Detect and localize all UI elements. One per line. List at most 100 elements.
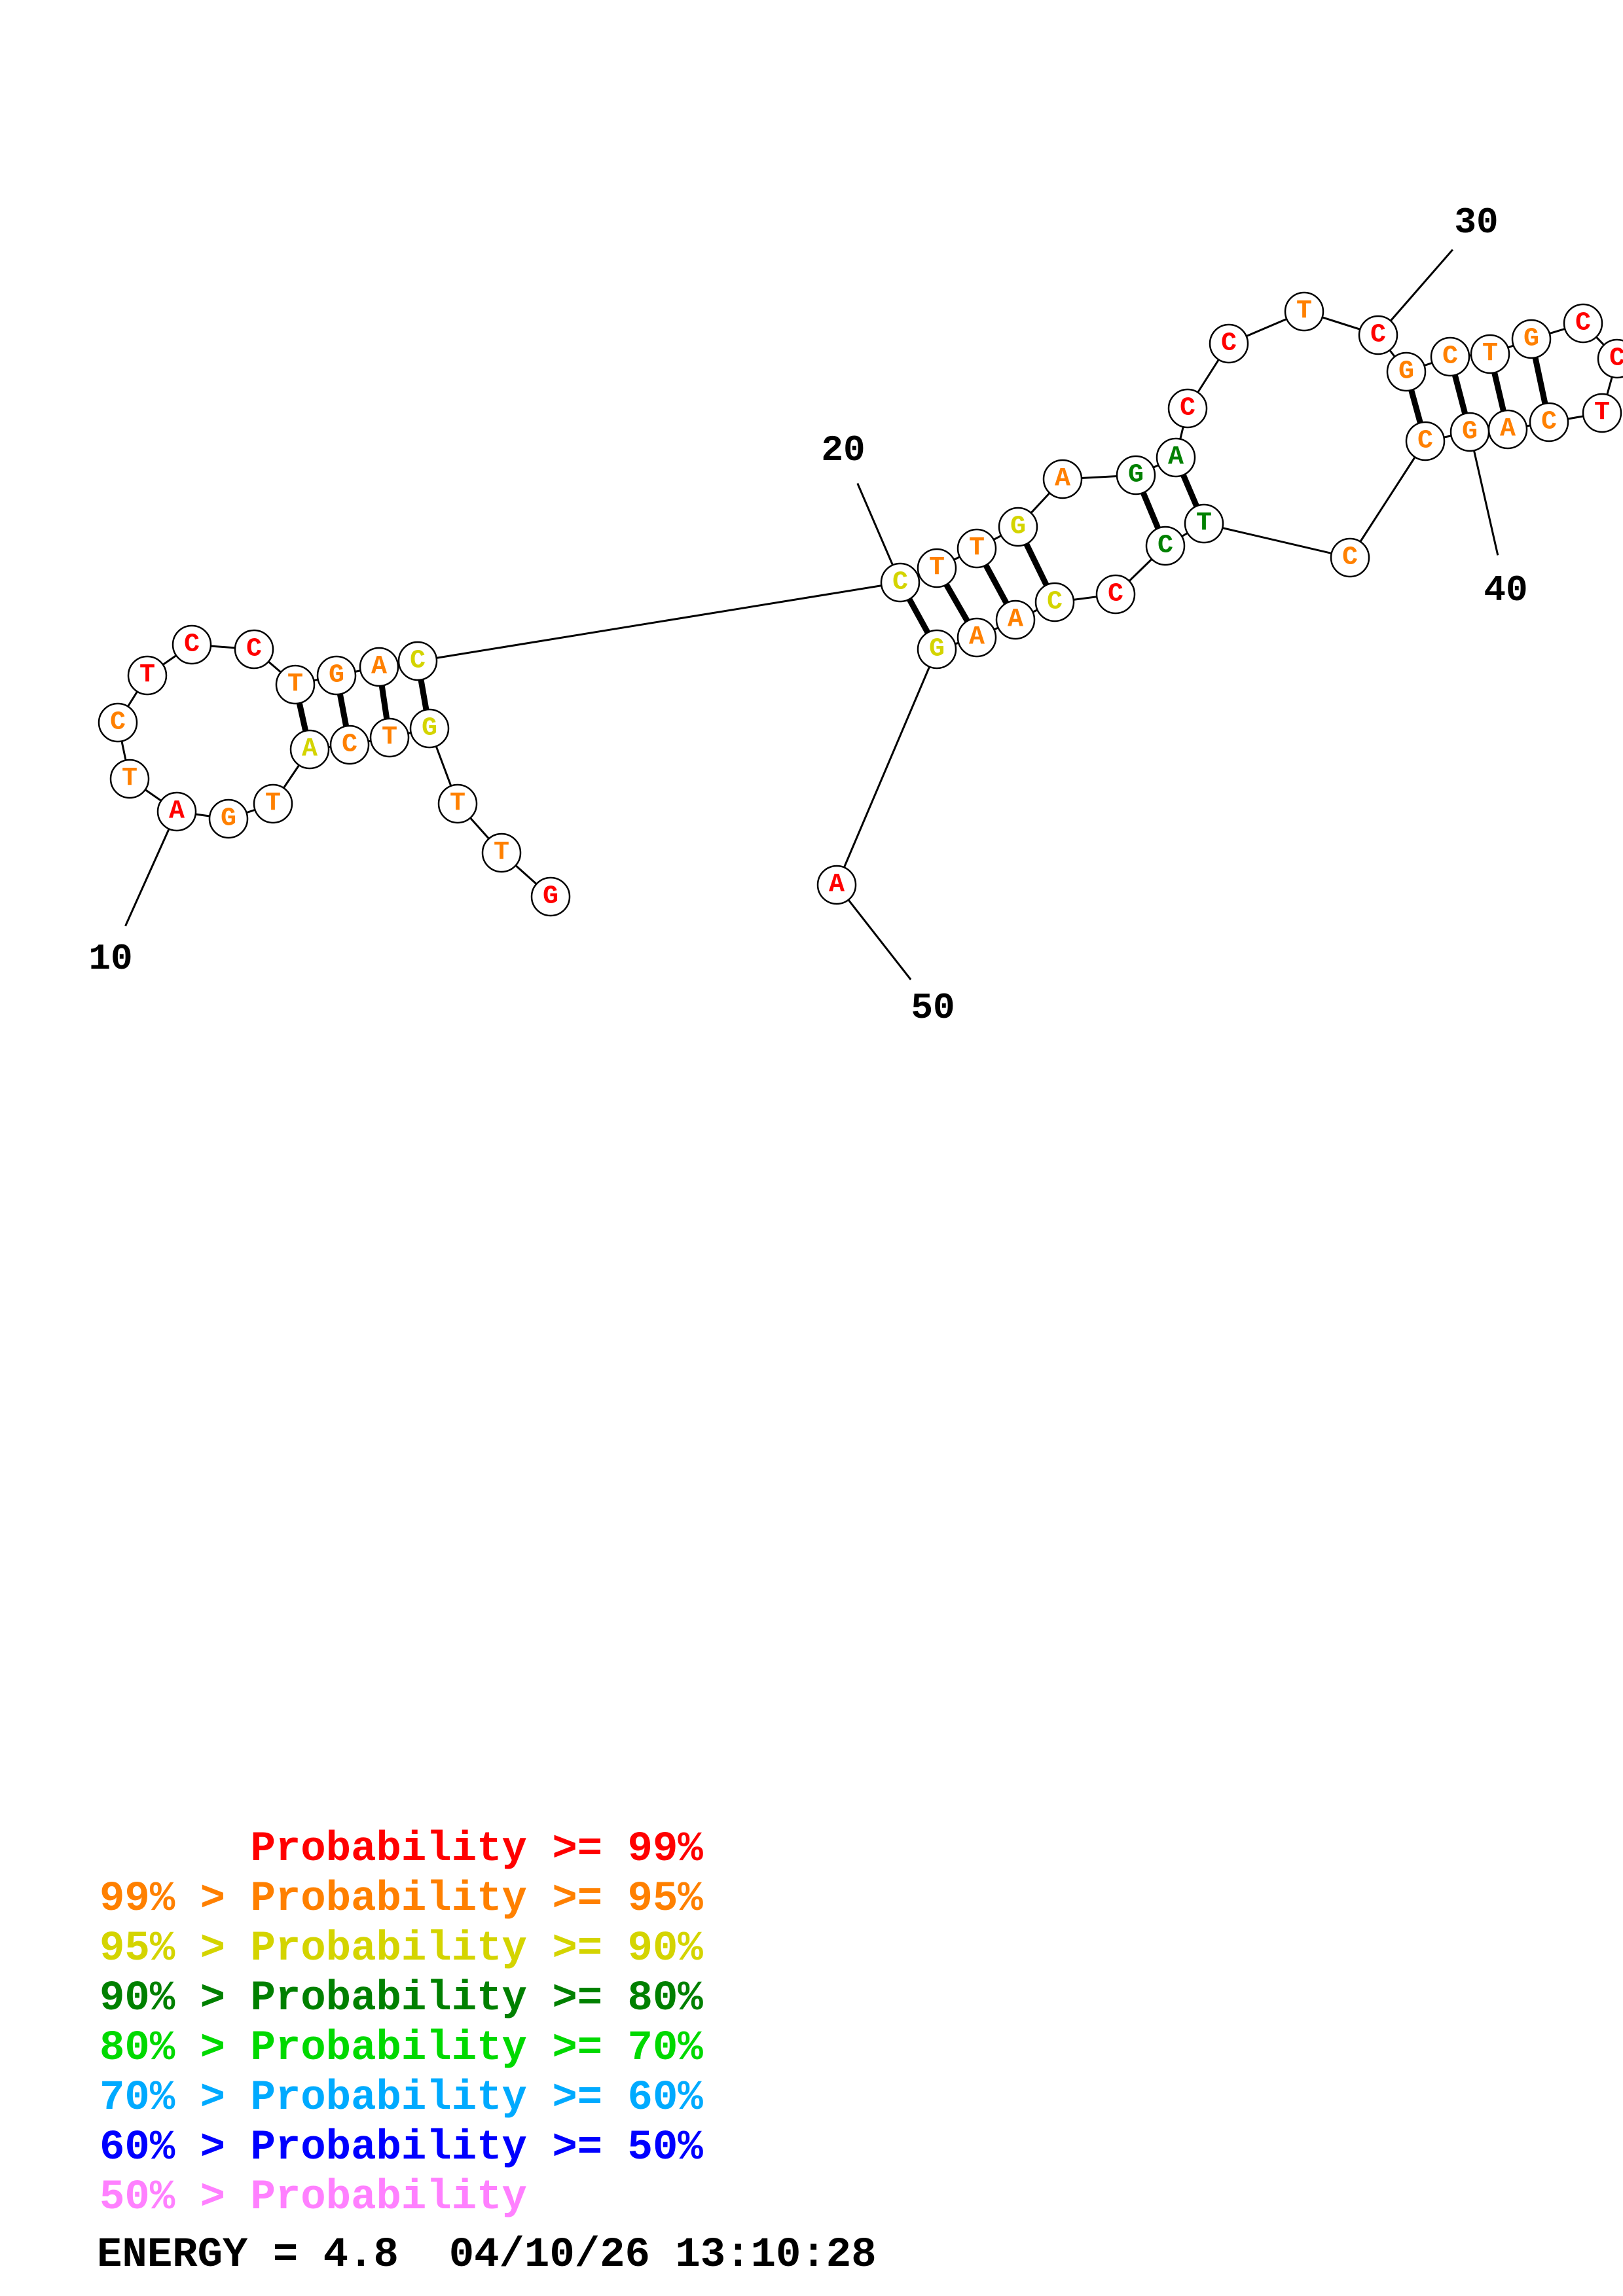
position-leader-line — [124, 811, 178, 927]
nucleotide-circle — [208, 798, 249, 839]
nucleotide-circle — [253, 783, 293, 824]
nucleotide-letter: C — [110, 708, 126, 738]
nucleotide-circle — [1167, 388, 1208, 429]
nucleotide-circle — [1563, 303, 1603, 344]
nucleotide-circle — [275, 664, 316, 705]
nucleotide-circle — [957, 528, 997, 569]
nucleotide-circle — [995, 600, 1036, 640]
nucleotide-circle — [917, 548, 957, 588]
nucleotide-letter: G — [221, 804, 236, 834]
legend-line: 50% > Probability — [100, 2174, 527, 2221]
nucleotide-circle — [998, 507, 1038, 547]
probability-legend: Probability >= 99% 99% > Probability >= 9… — [100, 1825, 703, 2223]
nucleotide-circle — [98, 702, 138, 743]
nucleotide-circle — [359, 647, 399, 687]
nucleotide-circle — [530, 876, 571, 917]
nucleotide-letter: T — [929, 554, 945, 583]
nucleotide-letter: C — [1221, 329, 1237, 359]
nucleotide-letter: C — [1047, 588, 1063, 617]
nucleotide-letter: A — [371, 653, 387, 682]
nucleotide-letter: A — [1008, 605, 1023, 635]
position-leader-line — [835, 884, 912, 980]
nucleotide-circle — [397, 641, 438, 681]
nucleotide-letter: C — [1158, 531, 1173, 561]
nucleotide-circle — [1529, 402, 1569, 442]
nucleotide-circle — [329, 725, 370, 765]
nucleotide-letter: C — [246, 635, 262, 664]
nucleotide-circle — [109, 759, 150, 799]
nucleotide-letter: T — [1196, 509, 1212, 539]
nucleotide-letter: C — [184, 630, 200, 660]
nucleotide-letter: T — [450, 789, 465, 819]
backbone-line — [835, 649, 938, 886]
nucleotide-letter: G — [1010, 512, 1026, 542]
position-label: 50 — [911, 987, 955, 1029]
nucleotide-letter: T — [122, 764, 137, 794]
nucleotide-letter: G — [1398, 357, 1414, 387]
nucleotide-letter: G — [1523, 325, 1539, 354]
position-leader-line — [1468, 431, 1499, 556]
nucleotide-letter: A — [969, 623, 985, 653]
nucleotide-circle — [1470, 334, 1510, 374]
position-label: 10 — [88, 938, 132, 980]
legend-line: 60% > Probability >= 50% — [100, 2125, 703, 2172]
position-label: 30 — [1454, 202, 1498, 243]
nucleotide-circle — [1116, 455, 1156, 495]
legend-line: 70% > Probability >= 60% — [100, 2075, 703, 2122]
nucleotide-circle — [1511, 319, 1552, 359]
position-label: 20 — [821, 429, 865, 471]
nucleotide-circle — [127, 655, 168, 696]
nucleotide-letter: A — [169, 797, 185, 827]
nucleotide-letter: G — [329, 661, 344, 691]
nucleotide-circle — [1597, 338, 1623, 379]
nucleotide-letter: T — [494, 838, 509, 868]
legend-line: Probability >= 99% — [100, 1826, 703, 1873]
nucleotide-circle — [481, 833, 522, 873]
nucleotide-letter: A — [1168, 443, 1184, 473]
nucleotide-letter: G — [1128, 461, 1144, 490]
nucleotide-circle — [1095, 574, 1136, 615]
nucleotide-circle — [1582, 393, 1622, 433]
nucleotide-circle — [1405, 421, 1446, 461]
nucleotide-circle — [880, 562, 921, 603]
nucleotide-letter: T — [1296, 297, 1312, 327]
nucleotide-letter: G — [422, 714, 437, 744]
nucleotide-circle — [1430, 336, 1470, 377]
nucleotide-letter: G — [929, 635, 945, 664]
nucleotide-circle — [1042, 459, 1083, 499]
backbone-line — [1203, 522, 1351, 559]
legend-line: 95% > Probability >= 90% — [100, 1926, 703, 1973]
nucleotide-letter: A — [302, 735, 318, 764]
nucleotide-letter: C — [892, 568, 908, 598]
nucleotide-letter: T — [969, 534, 985, 564]
nucleotide-circle — [1034, 582, 1075, 622]
backbone-line — [1349, 440, 1427, 558]
nucleotide-circle — [172, 624, 212, 665]
nucleotide-letter: C — [410, 647, 426, 676]
nucleotide-letter: C — [342, 730, 357, 760]
nucleotide-circle — [234, 629, 274, 670]
nucleotide-circle — [1184, 503, 1224, 544]
nucleotide-circle — [1450, 412, 1490, 452]
nucleotide-letter: C — [1541, 408, 1557, 437]
nucleotide-letter: T — [139, 661, 155, 691]
nucleotide-circle — [1156, 437, 1196, 478]
nucleotide-letter: C — [1609, 344, 1623, 374]
nucleotide-circle — [1358, 315, 1398, 355]
nucleotide-circle — [437, 783, 478, 824]
nucleotide-circle — [289, 729, 330, 770]
nucleotide-letter: C — [1442, 342, 1458, 372]
nucleotide-circle — [1145, 526, 1186, 566]
nucleotide-letter: C — [1342, 543, 1358, 573]
nucleotide-letter: A — [1500, 415, 1516, 444]
legend-line: 80% > Probability >= 70% — [100, 2025, 703, 2072]
backbone-line — [417, 581, 901, 662]
nucleotide-circle — [1209, 323, 1249, 364]
nucleotide-circle — [316, 655, 357, 696]
nucleotide-circle — [917, 629, 957, 670]
nucleotide-letter: G — [543, 882, 558, 912]
nucleotide-circle — [1330, 537, 1370, 578]
nucleotide-letter: C — [1108, 580, 1123, 609]
nucleotide-letter: A — [1055, 465, 1070, 494]
nucleotide-letter: G — [1462, 418, 1478, 447]
